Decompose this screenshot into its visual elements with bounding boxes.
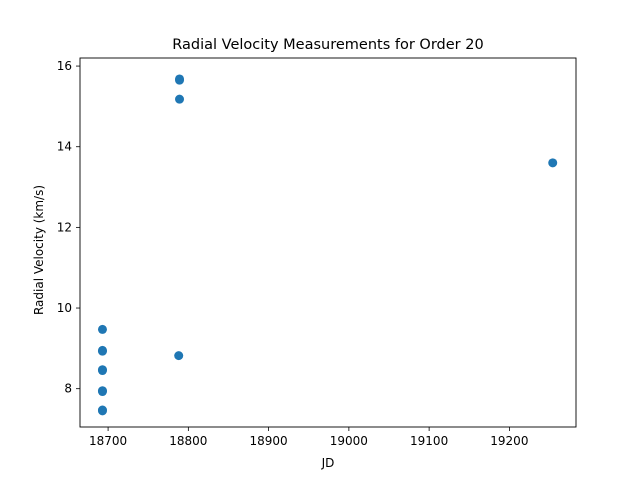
data-point [548,158,558,168]
x-tick-label: 18800 [169,434,207,448]
y-axis: 8 10 12 14 16 [57,59,80,396]
data-point [97,387,107,397]
data-point [174,351,184,361]
y-tick-label: 12 [57,220,72,234]
data-point [175,94,185,104]
y-tick-label: 14 [57,140,72,154]
x-axis: 18700 18800 18900 19000 19100 19200 [89,427,528,448]
data-point [175,75,185,85]
y-axis-label: Radial Velocity (km/s) [32,185,46,315]
x-tick-label: 19200 [490,434,528,448]
y-tick-label: 10 [57,301,72,315]
data-point [97,346,107,356]
x-tick-label: 18900 [250,434,288,448]
x-tick-label: 18700 [89,434,127,448]
x-tick-label: 19000 [330,434,368,448]
x-axis-label: JD [321,456,335,470]
y-tick-label: 8 [64,382,72,396]
plot-frame [79,57,577,428]
x-tick-label: 19100 [410,434,448,448]
data-point [97,366,107,376]
data-point [97,324,107,334]
chart-title: Radial Velocity Measurements for Order 2… [172,37,483,53]
plot-area [97,74,558,416]
data-point [97,406,107,416]
y-tick-label: 16 [57,59,72,73]
